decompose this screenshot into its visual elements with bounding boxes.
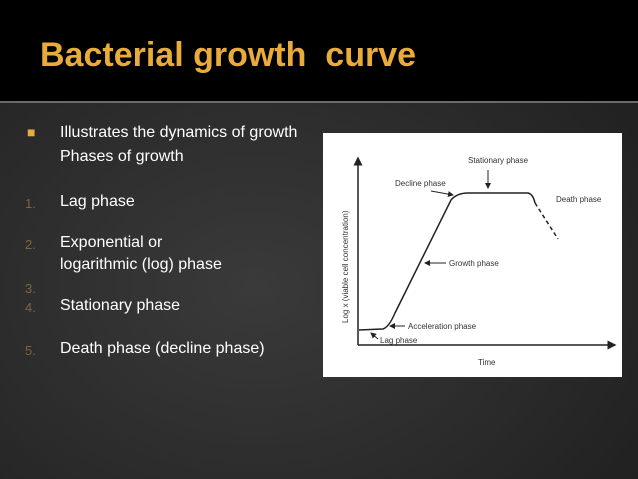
title-band <box>0 0 638 103</box>
list-marker: 5. <box>25 343 36 358</box>
list-marker: 3. <box>25 281 36 296</box>
bullet-text: Phases of growth <box>60 148 184 165</box>
list-marker: 2. <box>25 237 36 252</box>
list-text: Death phase (decline phase) <box>60 340 265 357</box>
list-marker: 4. <box>25 300 36 315</box>
list-marker: 1. <box>25 196 36 211</box>
diagram-label: Death phase <box>556 195 602 204</box>
bullet-text: Illustrates the dynamics of growth <box>60 124 298 141</box>
diagram-label: Stationary phase <box>468 156 529 165</box>
list-text: logarithmic (log) phase <box>60 256 222 273</box>
diagram-label: Lag phase <box>380 336 418 345</box>
diagram-label: Growth phase <box>449 259 499 268</box>
list-text: Lag phase <box>60 193 135 210</box>
list-text: Stationary phase <box>60 297 181 314</box>
x-axis-label: Time <box>478 358 496 367</box>
list-text: Exponential or <box>60 234 163 251</box>
growth-curve-diagram: Stationary phase Decline phase Death pha… <box>323 133 622 377</box>
y-axis-label: Log x (viable cell concentration) <box>341 210 350 323</box>
bullet-marker: ■ <box>27 124 36 140</box>
slide-title: Bacterial growth curve <box>40 36 417 74</box>
diagram-label: Decline phase <box>395 179 446 188</box>
diagram-label: Acceleration phase <box>408 322 477 331</box>
